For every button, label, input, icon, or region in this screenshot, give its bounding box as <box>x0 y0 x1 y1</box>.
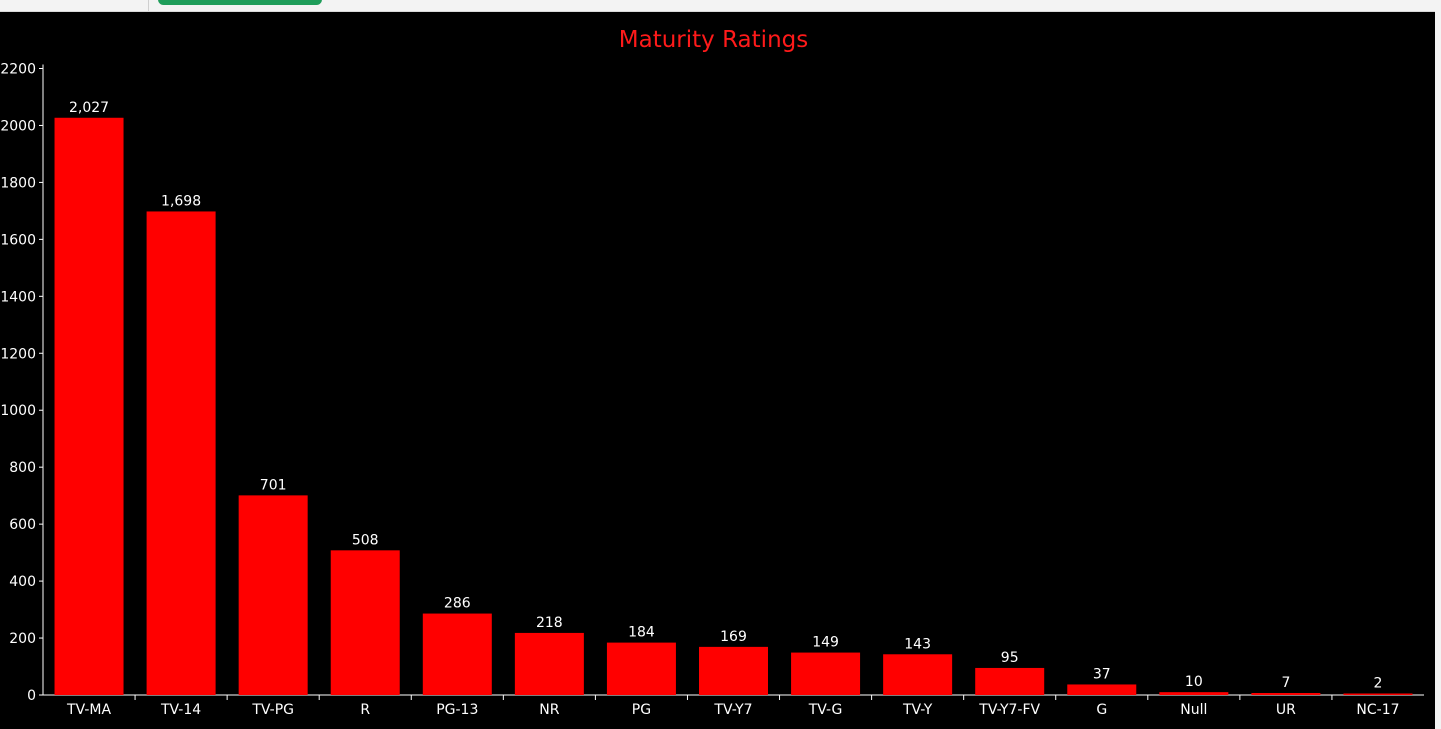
data-label: 37 <box>1093 666 1111 682</box>
y-tick-label: 200 <box>9 631 36 647</box>
bar[interactable] <box>883 654 953 695</box>
bar[interactable] <box>1159 692 1229 695</box>
x-tick-label: TV-14 <box>160 702 201 718</box>
y-tick-label: 1400 <box>0 289 36 305</box>
y-tick-label: 2000 <box>0 118 36 134</box>
y-tick-label: 0 <box>27 688 36 704</box>
bar[interactable] <box>514 632 584 695</box>
data-label: 169 <box>720 629 747 645</box>
x-tick-label: TV-PG <box>251 702 294 718</box>
y-tick-label: 1800 <box>0 175 36 191</box>
bar[interactable] <box>330 550 400 695</box>
x-tick-label: TV-MA <box>66 702 111 718</box>
data-label: 2 <box>1374 676 1383 692</box>
x-axis: TV-MA TV-14 TV-PG R PG-13 NR PG TV-Y7 TV-G TV-Y TV… <box>43 694 1424 718</box>
x-tick-label: NR <box>539 702 559 718</box>
y-tick-label: 400 <box>9 574 36 590</box>
x-tick-label: UR <box>1276 702 1296 718</box>
data-label: 184 <box>628 625 655 641</box>
bar[interactable] <box>1343 693 1413 696</box>
x-tick-label: TV-G <box>808 702 843 718</box>
data-label: 2,027 <box>69 100 109 116</box>
chart-title: Maturity Ratings <box>618 27 809 53</box>
bar[interactable] <box>1251 693 1321 695</box>
data-label: 95 <box>1001 650 1019 666</box>
x-tick-label: TV-Y7 <box>713 702 752 718</box>
y-axis: 0 200 400 600 800 1000 1200 1400 1600 1800 2000 220… <box>0 62 44 704</box>
data-label: 701 <box>260 477 287 493</box>
data-label: 218 <box>536 615 563 631</box>
data-label: 1,698 <box>161 193 201 209</box>
bar[interactable] <box>238 495 308 695</box>
toolbar-tab-indicator[interactable] <box>158 0 322 5</box>
y-tick-label: 1600 <box>0 232 36 248</box>
data-label: 286 <box>444 596 471 612</box>
data-label: 149 <box>812 635 839 651</box>
window-edge <box>1435 11 1441 729</box>
bar[interactable] <box>422 613 492 695</box>
bar[interactable] <box>606 642 676 695</box>
y-tick-label: 800 <box>9 460 36 476</box>
y-tick-label: 2200 <box>0 62 36 78</box>
x-tick-label: PG-13 <box>436 702 478 718</box>
y-tick-label: 1200 <box>0 346 36 362</box>
bars <box>54 117 1413 696</box>
bar[interactable] <box>146 211 216 695</box>
x-tick-label: NC-17 <box>1356 702 1399 718</box>
data-label: 7 <box>1281 675 1290 691</box>
y-tick-label: 600 <box>9 517 36 533</box>
x-tick-label: G <box>1096 702 1107 718</box>
x-tick-label: Null <box>1180 702 1207 718</box>
bar[interactable] <box>1067 684 1137 695</box>
bar[interactable] <box>54 117 124 695</box>
x-tick-label: TV-Y <box>902 702 933 718</box>
x-tick-label: R <box>360 702 370 718</box>
bar[interactable] <box>791 652 861 695</box>
x-tick-label: PG <box>632 702 651 718</box>
x-tick-label: TV-Y7-FV <box>978 702 1040 718</box>
bar[interactable] <box>975 667 1045 695</box>
y-tick-label: 1000 <box>0 403 36 419</box>
toolbar-divider <box>148 0 149 11</box>
data-label: 143 <box>904 636 931 652</box>
data-label: 508 <box>352 532 379 548</box>
bar[interactable] <box>699 646 768 695</box>
data-label: 10 <box>1185 674 1203 690</box>
data-labels: 2,027 1,698 701 508 286 218 184 169 149 143 95 37 10… <box>69 100 1382 692</box>
toolbar-strip <box>0 0 1441 12</box>
